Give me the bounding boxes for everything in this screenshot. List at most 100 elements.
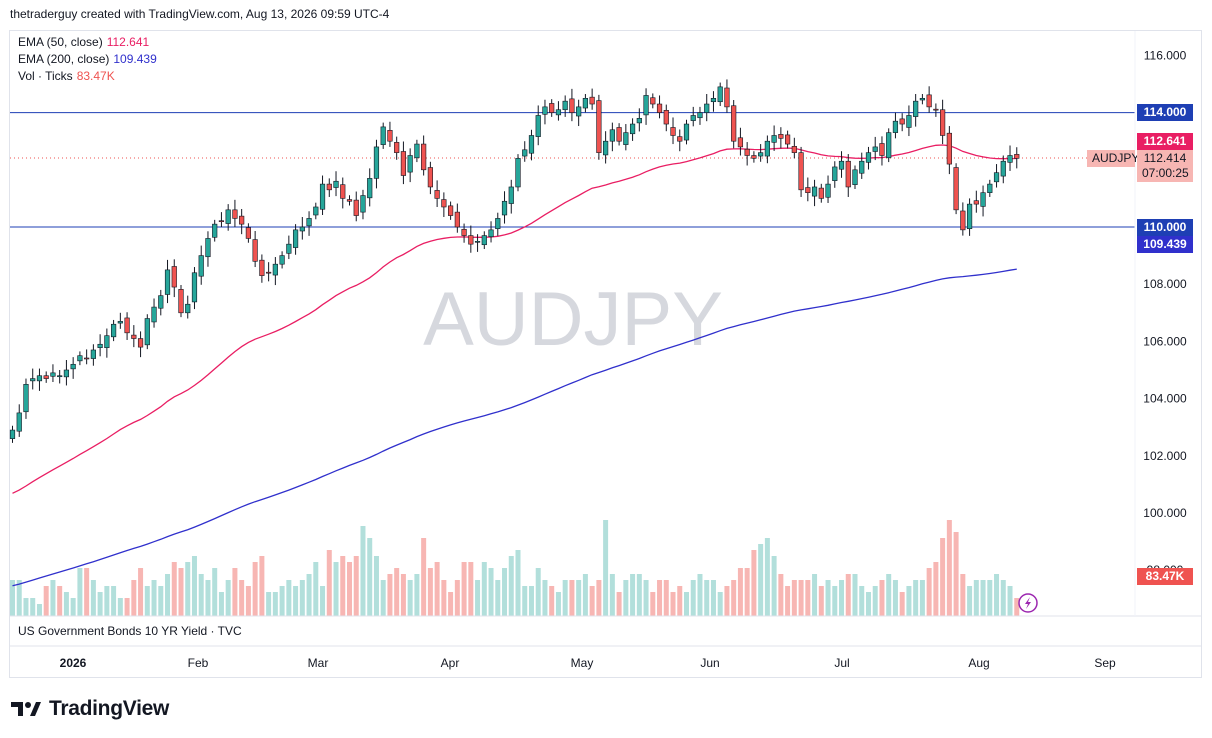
candle[interactable] [798,146,804,197]
candle[interactable] [993,164,1000,188]
candle[interactable] [811,179,818,207]
candle[interactable] [185,295,191,319]
candle[interactable] [966,198,973,236]
candle[interactable] [832,161,838,188]
candle[interactable] [400,141,407,185]
candle[interactable] [960,202,966,236]
candle[interactable] [555,101,562,121]
candle[interactable] [171,259,177,298]
candle[interactable] [751,151,757,163]
candle[interactable] [690,106,696,127]
candle[interactable] [663,104,669,132]
candle[interactable] [865,146,872,170]
candle[interactable] [636,108,642,132]
candle[interactable] [111,319,117,342]
candle[interactable] [286,235,292,260]
candle[interactable] [784,130,791,149]
candle[interactable] [603,131,609,164]
candle[interactable] [933,103,939,117]
candle[interactable] [589,88,595,110]
candle[interactable] [313,202,319,220]
ema50-line[interactable] [12,144,1017,494]
candle[interactable] [319,175,326,215]
candle[interactable] [758,144,764,162]
candle[interactable] [791,137,797,159]
candle[interactable] [306,211,312,236]
candle[interactable] [852,165,858,189]
candle[interactable] [724,79,730,113]
candle[interactable] [468,225,474,253]
candle[interactable] [292,224,299,255]
candle[interactable] [50,364,56,383]
candle[interactable] [731,100,737,149]
candle[interactable] [697,106,703,125]
candle[interactable] [764,135,770,164]
candle[interactable] [562,95,568,117]
candle[interactable] [744,142,750,166]
candle[interactable] [987,179,993,197]
legend-ema200[interactable]: EMA (200, close) 109.439 [18,51,157,68]
candle[interactable] [340,177,346,209]
candle[interactable] [63,359,70,386]
candle[interactable] [845,154,851,197]
candle[interactable] [609,122,615,152]
candle[interactable] [333,171,339,197]
candle[interactable] [737,127,744,156]
candle[interactable] [677,129,683,152]
candle[interactable] [117,312,123,329]
candle[interactable] [528,129,535,161]
candle[interactable] [447,201,454,220]
candle[interactable] [643,88,649,125]
candle[interactable] [508,179,514,214]
candle[interactable] [818,183,824,203]
candle[interactable] [515,154,521,192]
candle[interactable] [57,370,63,384]
candle[interactable] [164,259,171,304]
candle[interactable] [576,99,582,127]
candle[interactable] [906,105,912,137]
candle[interactable] [926,86,932,113]
candle[interactable] [771,125,777,151]
candle[interactable] [30,368,36,390]
candle[interactable] [131,325,137,348]
candle[interactable] [9,425,16,443]
candle[interactable] [36,368,43,391]
candle[interactable] [501,191,508,224]
candle[interactable] [778,127,784,149]
candle[interactable] [104,328,110,358]
tradingview-logo[interactable]: TradingView [11,697,169,721]
candle[interactable] [495,212,501,236]
candle[interactable] [137,331,144,358]
candle[interactable] [191,267,198,310]
candle[interactable] [825,175,831,203]
candle[interactable] [239,208,245,235]
candle[interactable] [360,189,366,220]
candle[interactable] [953,163,959,215]
candle[interactable] [805,177,811,202]
candle[interactable] [245,223,252,243]
candle[interactable] [43,371,49,383]
candle[interactable] [1007,145,1013,171]
lightning-icon[interactable] [1018,593,1038,613]
candle[interactable] [872,136,878,161]
legend-ema50[interactable]: EMA (50, close) 112.641 [18,34,149,51]
candle[interactable] [441,192,447,217]
candle[interactable] [272,257,278,286]
candle[interactable] [205,231,211,267]
candle[interactable] [232,199,238,227]
candle[interactable] [535,105,541,146]
candle[interactable] [717,82,723,107]
candle[interactable] [144,314,150,350]
candle[interactable] [656,95,663,119]
candle[interactable] [178,285,184,318]
candle[interactable] [394,136,400,160]
candle[interactable] [886,128,892,163]
candle[interactable] [387,121,393,147]
candle[interactable] [973,190,979,213]
candle[interactable] [670,117,676,145]
candle[interactable] [259,254,265,283]
candle[interactable] [353,191,359,222]
candle[interactable] [77,351,83,366]
candle[interactable] [198,245,204,285]
